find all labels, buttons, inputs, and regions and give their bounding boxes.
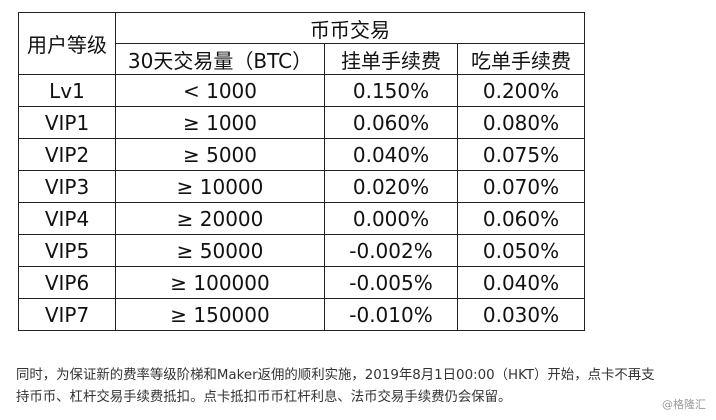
- cell-level: VIP5: [18, 234, 116, 267]
- cell-volume: ≥ 50000: [115, 234, 325, 267]
- cell-volume: ≥ 1000: [115, 106, 325, 139]
- cell-maker-fee: 0.150%: [324, 74, 458, 107]
- cell-level: VIP7: [18, 298, 116, 331]
- table-header-row-2: 30天交易量（BTC） 挂单手续费 吃单手续费: [19, 43, 585, 75]
- watermark: @格隆汇: [662, 398, 706, 411]
- header-user-level: 用户等级: [18, 12, 116, 75]
- cell-level: VIP3: [18, 170, 116, 203]
- cell-maker-fee: -0.010%: [324, 298, 458, 331]
- table-row: VIP2 ≥ 5000 0.040% 0.075%: [18, 138, 585, 171]
- cell-volume: < 1000: [115, 74, 325, 107]
- header-maker-fee: 挂单手续费: [324, 43, 458, 75]
- cell-level: VIP4: [18, 202, 116, 235]
- cell-maker-fee: 0.000%: [324, 202, 458, 235]
- header-spot-trading: 币币交易: [115, 12, 585, 44]
- cell-maker-fee: 0.020%: [324, 170, 458, 203]
- table-header-row-1: 用户等级 币币交易: [18, 12, 585, 75]
- cell-maker-fee: 0.040%: [324, 138, 458, 171]
- footnote: 同时，为保证新的费率等级阶梯和Maker返佣的顺利实施，2019年8月1日00:…: [16, 365, 706, 409]
- cell-volume: ≥ 20000: [115, 202, 325, 235]
- footnote-line-2: 持币币、杠杆交易手续费抵扣。点卡抵扣币币杠杆利息、法币交易手续费仍会保留。: [16, 390, 512, 405]
- table-row: VIP4 ≥ 20000 0.000% 0.060%: [18, 202, 585, 235]
- header-taker-fee: 吃单手续费: [457, 43, 585, 75]
- cell-maker-fee: 0.060%: [324, 106, 458, 139]
- cell-taker-fee: 0.075%: [457, 138, 585, 171]
- cell-level: VIP6: [18, 266, 116, 299]
- cell-volume: ≥ 150000: [115, 298, 325, 331]
- table-row: VIP6 ≥ 100000 -0.005% 0.040%: [18, 266, 585, 299]
- table-row: VIP1 ≥ 1000 0.060% 0.080%: [18, 106, 585, 139]
- cell-maker-fee: -0.005%: [324, 266, 458, 299]
- table-row: Lv1 < 1000 0.150% 0.200%: [18, 74, 585, 107]
- table-row: VIP7 ≥ 150000 -0.010% 0.030%: [18, 298, 585, 331]
- cell-level: Lv1: [18, 74, 116, 107]
- cell-taker-fee: 0.060%: [457, 202, 585, 235]
- header-30d-volume: 30天交易量（BTC）: [115, 43, 325, 75]
- footnote-line-1: 同时，为保证新的费率等级阶梯和Maker返佣的顺利实施，2019年8月1日00:…: [16, 368, 655, 383]
- table-row: VIP3 ≥ 10000 0.020% 0.070%: [18, 170, 585, 203]
- cell-taker-fee: 0.070%: [457, 170, 585, 203]
- cell-volume: ≥ 10000: [115, 170, 325, 203]
- cell-taker-fee: 0.080%: [457, 106, 585, 139]
- fee-table: 用户等级 币币交易 30天交易量（BTC） 挂单手续费 吃单手续费 Lv1 < …: [18, 12, 585, 331]
- cell-maker-fee: -0.002%: [324, 234, 458, 267]
- cell-volume: ≥ 5000: [115, 138, 325, 171]
- table-row: VIP5 ≥ 50000 -0.002% 0.050%: [18, 234, 585, 267]
- cell-taker-fee: 0.050%: [457, 234, 585, 267]
- cell-taker-fee: 0.200%: [457, 74, 585, 107]
- cell-taker-fee: 0.040%: [457, 266, 585, 299]
- cell-volume: ≥ 100000: [115, 266, 325, 299]
- cell-taker-fee: 0.030%: [457, 298, 585, 331]
- cell-level: VIP1: [18, 106, 116, 139]
- cell-level: VIP2: [18, 138, 116, 171]
